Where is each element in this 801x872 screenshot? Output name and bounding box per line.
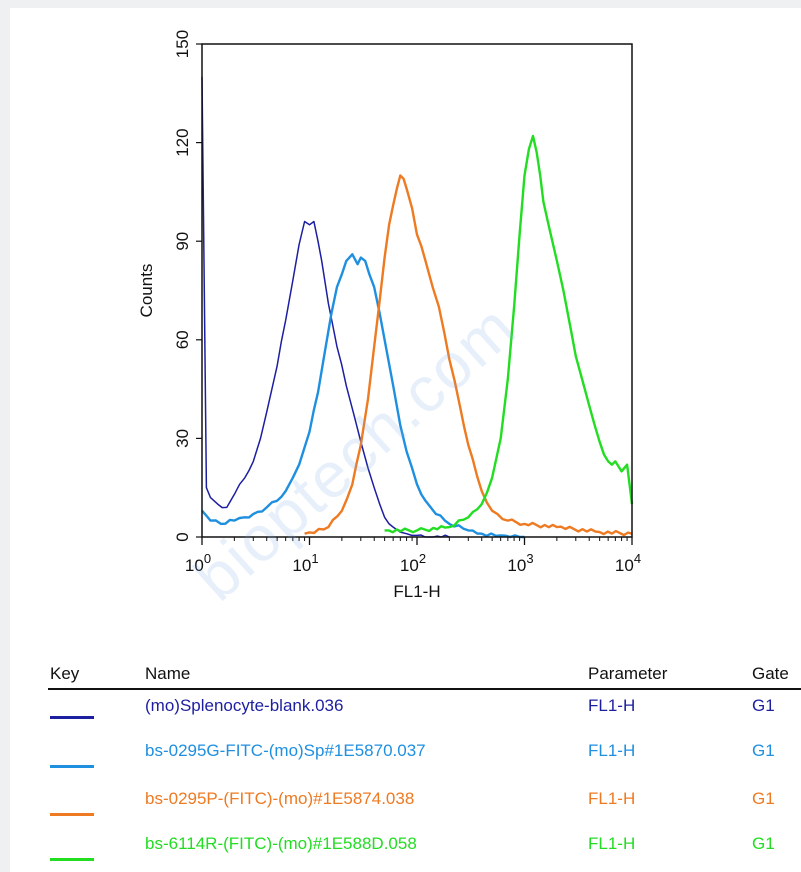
y-tick-label: 30 <box>173 429 192 448</box>
x-tick-label: 101 <box>292 551 318 575</box>
figure-panel <box>10 8 801 872</box>
x-axis-ticks: 100 101 102 103 104 <box>185 537 641 575</box>
y-axis-title: Counts <box>137 264 156 318</box>
x-tick-label: 100 <box>185 551 211 575</box>
y-tick-label: 90 <box>173 232 192 251</box>
x-tick-label: 104 <box>615 551 641 575</box>
y-tick-label: 150 <box>173 30 192 58</box>
y-tick-label: 60 <box>173 330 192 349</box>
x-tick-label: 102 <box>400 551 426 575</box>
series-curves <box>201 76 634 539</box>
histogram-chart: 0 30 60 90 120 150 100 101 102 103 104 Counts FL1… <box>137 30 641 601</box>
plot-frame <box>201 43 633 538</box>
x-axis-title: FL1-H <box>393 582 440 601</box>
series-line <box>201 76 450 538</box>
y-axis-ticks: 0 30 60 90 120 150 <box>173 30 202 542</box>
series-line <box>304 174 633 537</box>
y-tick-label: 120 <box>173 128 192 156</box>
y-tick-label: 0 <box>173 532 192 541</box>
series-line <box>201 253 525 539</box>
x-tick-label: 103 <box>507 551 533 575</box>
series-line <box>384 134 634 534</box>
